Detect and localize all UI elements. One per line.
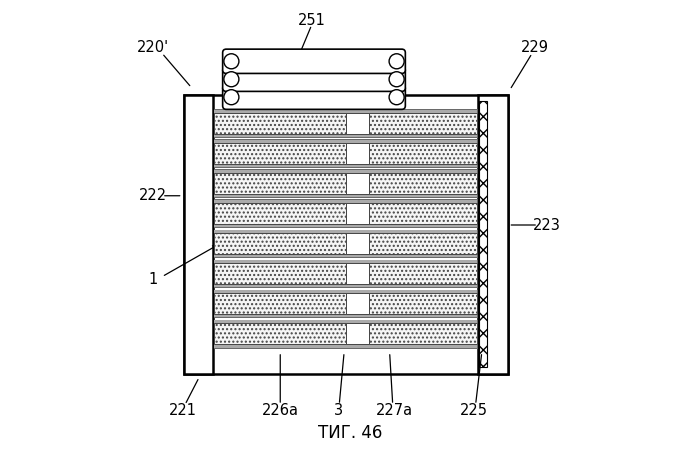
Bar <box>214 199 477 227</box>
Bar <box>214 173 346 194</box>
FancyBboxPatch shape <box>223 67 405 91</box>
Bar <box>214 230 477 233</box>
Bar <box>370 263 477 284</box>
Text: 1: 1 <box>148 271 158 287</box>
Circle shape <box>224 72 239 87</box>
Bar <box>214 194 477 197</box>
Bar <box>214 230 477 257</box>
Bar <box>214 112 346 134</box>
Bar <box>346 203 370 224</box>
Bar <box>370 293 477 314</box>
Bar <box>214 143 346 164</box>
Bar <box>346 112 370 134</box>
Bar <box>214 260 477 263</box>
Bar <box>370 173 477 194</box>
Bar <box>214 110 477 112</box>
Bar <box>183 94 508 374</box>
Bar <box>214 260 477 288</box>
Circle shape <box>224 54 239 69</box>
FancyBboxPatch shape <box>223 49 405 73</box>
Bar <box>370 143 477 164</box>
Text: 222: 222 <box>139 188 167 203</box>
Bar <box>370 112 477 134</box>
Bar <box>346 173 370 194</box>
Text: 225: 225 <box>460 403 488 418</box>
Text: 221: 221 <box>169 403 197 418</box>
Bar <box>214 263 346 284</box>
Text: 226a: 226a <box>262 403 299 418</box>
Text: ΤИГ. 46: ΤИГ. 46 <box>318 424 382 442</box>
Bar <box>214 284 477 288</box>
Bar <box>214 109 477 137</box>
Text: 220': 220' <box>136 40 169 55</box>
Bar <box>214 290 477 293</box>
Bar <box>214 320 477 323</box>
Bar <box>214 163 477 167</box>
Circle shape <box>389 54 404 69</box>
Bar <box>214 200 477 203</box>
Bar <box>370 203 477 224</box>
FancyBboxPatch shape <box>223 85 405 109</box>
Bar <box>370 233 477 254</box>
Bar <box>346 143 370 164</box>
Text: 251: 251 <box>298 13 326 28</box>
Bar <box>214 169 477 197</box>
Bar <box>214 170 477 173</box>
Bar <box>183 94 213 374</box>
Bar <box>346 233 370 254</box>
Bar <box>214 224 477 227</box>
Bar <box>214 254 477 257</box>
Bar <box>214 140 477 167</box>
Bar <box>214 133 477 137</box>
Bar <box>214 140 477 143</box>
Bar <box>214 323 346 344</box>
Circle shape <box>389 90 404 105</box>
Bar <box>346 293 370 314</box>
Text: 223: 223 <box>533 217 561 233</box>
Bar <box>214 293 346 314</box>
Bar <box>346 263 370 284</box>
Bar <box>370 323 477 344</box>
Bar <box>346 323 370 344</box>
Bar <box>214 233 346 254</box>
Text: 227a: 227a <box>375 403 413 418</box>
Bar <box>214 320 477 347</box>
Bar <box>214 314 477 317</box>
Bar <box>214 344 477 347</box>
Circle shape <box>389 72 404 87</box>
Bar <box>479 101 487 367</box>
Text: 3: 3 <box>334 403 343 418</box>
Circle shape <box>224 90 239 105</box>
Bar <box>214 203 346 224</box>
Bar <box>214 290 477 317</box>
Bar <box>478 94 508 374</box>
Text: 229: 229 <box>521 40 549 55</box>
